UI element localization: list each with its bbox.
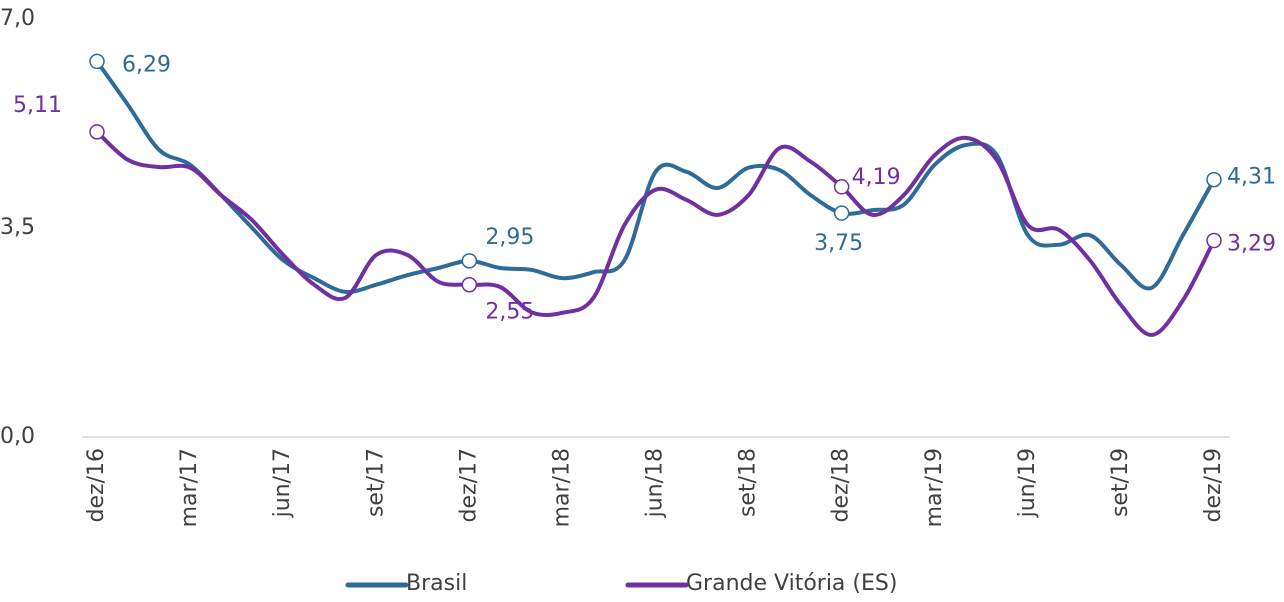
point-marker <box>461 253 478 269</box>
data-label: 2,55 <box>485 300 534 325</box>
point-marker <box>89 124 105 140</box>
x-tick-label: dez/16 <box>84 448 109 522</box>
x-tick-label: jun/17 <box>270 448 295 518</box>
data-label: 2,95 <box>485 225 534 250</box>
point-marker <box>1206 232 1222 249</box>
x-tick-label: set/18 <box>736 448 761 517</box>
x-tick-label: mar/17 <box>177 448 202 527</box>
legend-label: Grande Vitória (ES) <box>686 571 897 596</box>
x-tick-label: mar/18 <box>549 448 574 527</box>
x-tick-label: jun/19 <box>1015 448 1040 518</box>
data-label: 6,29 <box>122 52 171 77</box>
x-tick-label: dez/17 <box>456 448 481 522</box>
x-tick-label: dez/18 <box>829 448 854 522</box>
data-label: 3,29 <box>1227 232 1276 257</box>
line-series <box>95 60 1216 295</box>
y-tick-label: 3,5 <box>0 215 35 240</box>
data-label: 5,11 <box>13 93 62 118</box>
legend-label: Brasil <box>406 571 467 596</box>
x-tick-label: jun/18 <box>643 448 668 518</box>
x-tick-label: dez/19 <box>1201 448 1226 522</box>
y-tick-label: 7,0 <box>0 6 35 31</box>
point-marker <box>1206 171 1222 188</box>
point-marker <box>833 205 850 221</box>
y-tick-label: 0,0 <box>0 424 35 449</box>
data-label: 4,19 <box>852 165 901 190</box>
data-label: 3,75 <box>814 231 863 256</box>
point-marker <box>833 179 850 195</box>
point-marker <box>461 276 478 293</box>
x-tick-label: mar/19 <box>922 448 947 527</box>
data-label: 4,31 <box>1227 165 1276 190</box>
x-tick-label: set/19 <box>1108 448 1133 517</box>
x-tick-label: set/17 <box>363 448 388 517</box>
point-marker <box>89 53 105 70</box>
line-series <box>95 130 1216 337</box>
